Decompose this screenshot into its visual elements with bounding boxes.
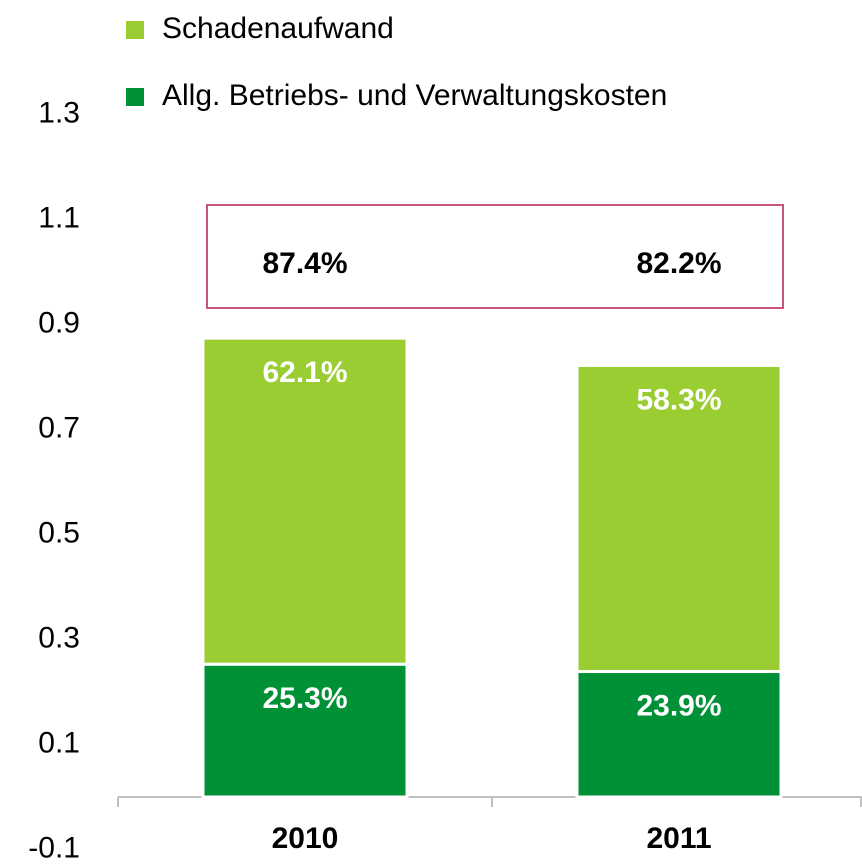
y-tick-label: 0.9	[38, 306, 80, 339]
x-tick-label: 2010	[272, 822, 339, 855]
total-box	[206, 204, 784, 309]
data-label: 62.1%	[262, 356, 347, 389]
legend-label: Schadenaufwand	[162, 12, 394, 45]
y-tick-label: 0.3	[38, 621, 80, 654]
total-label: 82.2%	[636, 247, 721, 280]
y-tick-label: 1.3	[38, 96, 80, 129]
data-label: 23.9%	[636, 689, 721, 722]
bar-segment	[201, 336, 409, 666]
bar-segment	[201, 662, 409, 799]
data-label: 58.3%	[636, 383, 721, 416]
y-tick-label: 0.7	[38, 411, 80, 444]
y-tick-label: 0.1	[38, 726, 80, 759]
y-tick-label: -0.1	[28, 831, 80, 864]
legend-label: Allg. Betriebs- und Verwaltungskosten	[162, 79, 667, 112]
legend-swatch	[126, 88, 144, 106]
bar-segment	[575, 363, 783, 674]
total-label: 87.4%	[262, 247, 347, 280]
legend-swatch	[126, 21, 144, 39]
y-tick-label: 0.5	[38, 516, 80, 549]
bar-segment	[575, 670, 783, 799]
data-label: 25.3%	[262, 682, 347, 715]
x-tick-label: 2011	[646, 822, 711, 855]
y-tick-label: 1.1	[38, 201, 80, 234]
